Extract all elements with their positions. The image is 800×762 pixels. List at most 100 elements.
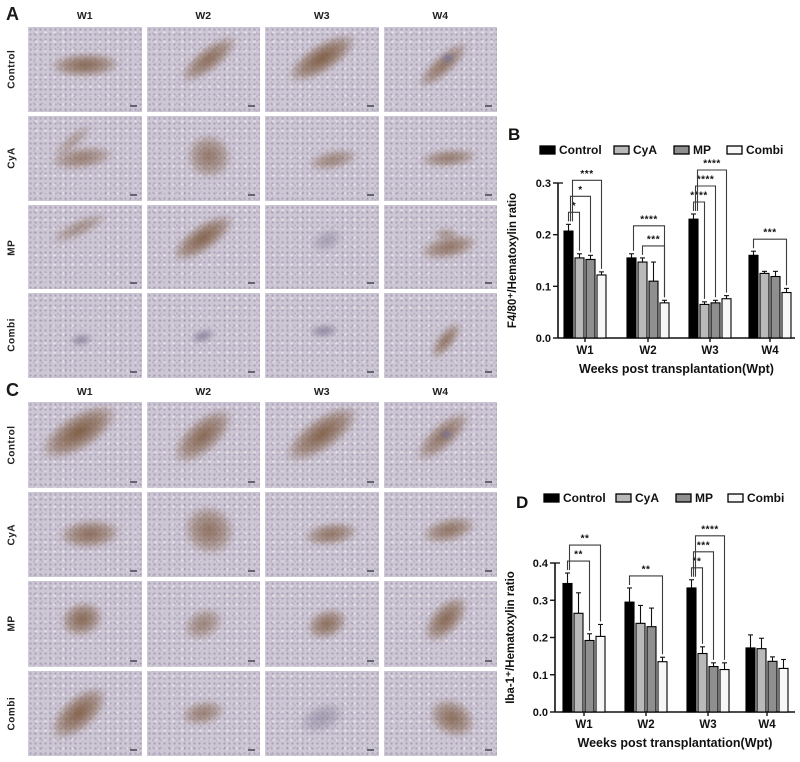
stain-blob xyxy=(184,322,222,349)
stain-blob xyxy=(40,115,107,172)
scale-bar xyxy=(485,193,492,196)
stain-blob xyxy=(407,504,491,556)
stain-blob xyxy=(265,402,379,488)
bar xyxy=(659,302,670,339)
legend-label: Control xyxy=(563,491,606,505)
micrograph-cell xyxy=(28,293,142,378)
scale-bar xyxy=(248,104,255,107)
column-header: W2 xyxy=(195,10,212,22)
bar xyxy=(710,302,721,339)
legend-swatch xyxy=(613,145,630,155)
bar xyxy=(745,647,756,713)
stain-blob xyxy=(46,587,119,652)
panel-label-a: A xyxy=(6,4,19,24)
scale-bar xyxy=(366,282,374,285)
sig-bracket xyxy=(696,169,728,293)
micrograph-cell xyxy=(146,402,260,488)
bar xyxy=(697,652,708,713)
panel-c-micrograph-grid xyxy=(28,402,497,756)
sig-bracket xyxy=(632,225,666,298)
y-tick-label: 0.2 xyxy=(533,633,548,645)
scale-bar xyxy=(485,749,492,751)
legend-label: Combi xyxy=(747,491,784,505)
scale-bar xyxy=(485,282,492,285)
micrograph-cell xyxy=(28,27,142,112)
bar xyxy=(759,272,770,339)
scale-bar xyxy=(485,371,492,373)
stain-blob xyxy=(64,329,99,351)
micrograph-cell xyxy=(146,27,260,112)
micrograph-cell xyxy=(146,670,260,756)
stain-blob xyxy=(35,204,123,257)
column-header: W1 xyxy=(76,386,93,398)
micrograph-cell xyxy=(28,115,142,201)
stain-blob xyxy=(28,402,142,486)
legend-item: Combi xyxy=(726,143,783,157)
bar xyxy=(686,587,697,713)
stain-blob xyxy=(394,402,491,482)
stain-blob xyxy=(300,216,355,264)
y-tick-label: 0.2 xyxy=(536,230,551,242)
micrograph-cell xyxy=(265,27,379,112)
scale-bar xyxy=(248,659,255,662)
micrograph-cell xyxy=(28,670,142,756)
column-header: W4 xyxy=(432,386,449,398)
row-label: MP xyxy=(6,238,18,255)
scale-bar xyxy=(129,104,137,107)
bar xyxy=(756,648,767,713)
sig-bracket xyxy=(566,560,591,631)
sig-bracket xyxy=(694,535,726,660)
panel-a-micrograph-grid xyxy=(28,27,497,378)
category-label: W2 xyxy=(637,719,654,731)
stain-blob xyxy=(151,204,256,283)
stain-blob xyxy=(404,581,488,663)
legend-swatch xyxy=(726,145,743,155)
bar xyxy=(767,660,778,713)
stain-blob xyxy=(36,136,129,181)
panel-a-column-headers: W1 W2 W3 W4 xyxy=(28,10,497,22)
legend-item: MP xyxy=(673,143,711,157)
sig-stars: *** xyxy=(580,169,593,180)
stain-blob xyxy=(167,592,239,656)
sig-stars: ** xyxy=(693,556,702,567)
bar xyxy=(748,254,759,339)
x-axis-title: Weeks post transplantation(Wpt) xyxy=(578,736,773,750)
micrograph-cell xyxy=(383,670,497,756)
micrograph-cell xyxy=(383,491,497,577)
micrograph-cell xyxy=(265,402,379,488)
legend-swatch xyxy=(727,493,744,503)
stain-blob xyxy=(292,593,363,654)
column-header: W3 xyxy=(313,386,330,398)
bar xyxy=(563,230,574,339)
bar xyxy=(585,258,596,339)
sig-bracket xyxy=(752,238,788,286)
legend-item: Combi xyxy=(727,491,784,505)
micrograph-cell xyxy=(383,293,497,378)
category-label: W3 xyxy=(699,719,716,731)
bar xyxy=(778,667,789,713)
bar-chart-iba1: D Control CyA MP Combi 0.0 0.1 0.2 0.3 0.4 W1 W2 W3 W… xyxy=(505,491,795,750)
scale-bar xyxy=(485,480,492,483)
column-header: W1 xyxy=(76,10,93,22)
sig-bracket xyxy=(694,185,717,298)
micrograph-cell xyxy=(146,581,260,667)
bar xyxy=(573,612,584,713)
micrograph-cell xyxy=(265,670,379,756)
legend-swatch xyxy=(615,493,632,503)
bar xyxy=(574,257,585,339)
scale-bar xyxy=(248,371,255,373)
legend-swatch xyxy=(543,493,560,503)
sig-bracket xyxy=(690,567,704,644)
stain-blob xyxy=(439,51,458,64)
bar xyxy=(721,298,732,339)
legend-label: MP xyxy=(693,143,711,157)
stain-blob xyxy=(417,307,475,372)
y-tick-label: 0.1 xyxy=(536,281,551,293)
row-label: CyA xyxy=(6,523,18,546)
sig-stars: **** xyxy=(701,524,719,535)
bar xyxy=(699,303,710,339)
sig-bracket xyxy=(569,195,592,253)
bar xyxy=(688,218,699,339)
bar xyxy=(781,291,792,339)
